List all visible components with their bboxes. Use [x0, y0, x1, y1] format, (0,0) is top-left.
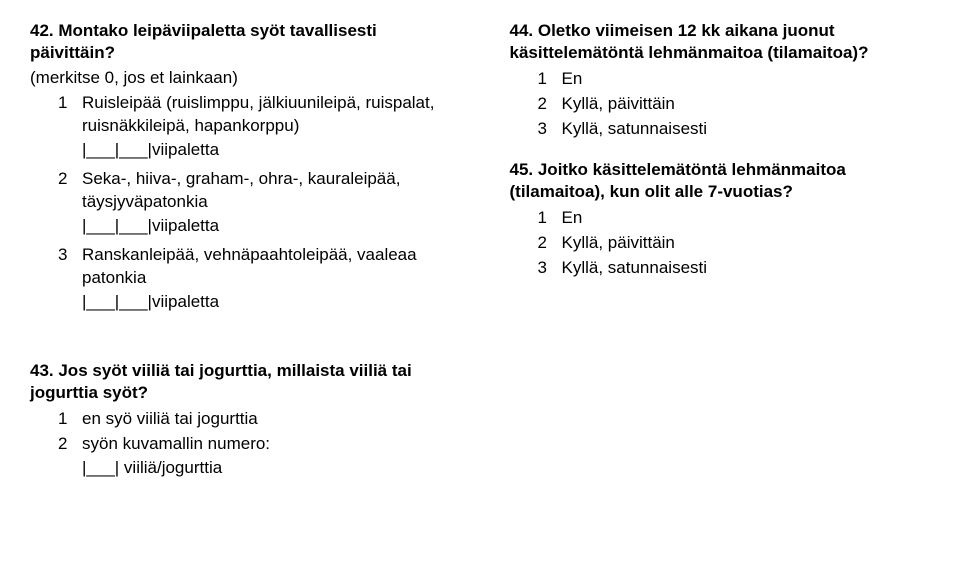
q43-opt-1: 1 en syö viiliä tai jogurttia	[58, 408, 470, 431]
option-text: Kyllä, päivittäin	[562, 232, 930, 255]
q42-fill-1: |___|___|viipaletta	[82, 140, 450, 160]
q43-opt-2: 2 syön kuvamallin numero:	[58, 433, 470, 456]
q42-options: 1 Ruisleipää (ruislimppu, jälkiuunileipä…	[58, 92, 450, 312]
q45-opt-1: 1 En	[538, 207, 930, 230]
question-44: 44. Oletko viimeisen 12 kk aikana juonut…	[510, 20, 930, 141]
question-42: 42. Montako leipäviipaletta syöt tavalli…	[30, 20, 450, 312]
q44-opt-2: 2 Kyllä, päivittäin	[538, 93, 930, 116]
q44-title: 44. Oletko viimeisen 12 kk aikana juonut…	[510, 20, 930, 64]
option-text: Seka-, hiiva-, graham-, ohra-, kauraleip…	[82, 168, 450, 214]
q42-title: 42. Montako leipäviipaletta syöt tavalli…	[30, 20, 450, 64]
option-number: 1	[538, 68, 562, 91]
q42-fill-3: |___|___|viipaletta	[82, 292, 450, 312]
option-number: 2	[538, 93, 562, 116]
columns: 42. Montako leipäviipaletta syöt tavalli…	[30, 20, 929, 330]
option-text: Ruisleipää (ruislimppu, jälkiuunileipä, …	[82, 92, 450, 138]
q42-note: (merkitse 0, jos et lainkaan)	[30, 68, 450, 88]
q43-fill: |___| viiliä/jogurttia	[82, 458, 470, 478]
option-number: 3	[538, 118, 562, 141]
q43-title: 43. Jos syöt viiliä tai jogurttia, milla…	[30, 360, 470, 404]
option-number: 1	[58, 92, 82, 115]
option-number: 2	[58, 433, 82, 456]
option-number: 3	[58, 244, 82, 267]
q44-opt-3: 3 Kyllä, satunnaisesti	[538, 118, 930, 141]
option-text: Kyllä, päivittäin	[562, 93, 930, 116]
option-number: 2	[58, 168, 82, 191]
question-45: 45. Joitko käsittelemätöntä lehmänmaitoa…	[510, 159, 930, 280]
q45-options: 1 En 2 Kyllä, päivittäin 3 Kyllä, satunn…	[538, 207, 930, 280]
q42-opt-3: 3 Ranskanleipää, vehnäpaahtoleipää, vaal…	[58, 244, 450, 290]
q44-opt-1: 1 En	[538, 68, 930, 91]
option-text: Kyllä, satunnaisesti	[562, 118, 930, 141]
q43-options: 1 en syö viiliä tai jogurttia 2 syön kuv…	[58, 408, 470, 478]
q45-title: 45. Joitko käsittelemätöntä lehmänmaitoa…	[510, 159, 930, 203]
right-column: 44. Oletko viimeisen 12 kk aikana juonut…	[510, 20, 930, 330]
option-number: 1	[58, 408, 82, 431]
option-text: En	[562, 68, 930, 91]
option-text: En	[562, 207, 930, 230]
q45-opt-3: 3 Kyllä, satunnaisesti	[538, 257, 930, 280]
q42-fill-2: |___|___|viipaletta	[82, 216, 450, 236]
option-text: syön kuvamallin numero:	[82, 433, 470, 456]
option-number: 2	[538, 232, 562, 255]
option-text: en syö viiliä tai jogurttia	[82, 408, 470, 431]
q44-options: 1 En 2 Kyllä, päivittäin 3 Kyllä, satunn…	[538, 68, 930, 141]
q42-opt-2: 2 Seka-, hiiva-, graham-, ohra-, kaurale…	[58, 168, 450, 214]
option-text: Ranskanleipää, vehnäpaahtoleipää, vaalea…	[82, 244, 450, 290]
q45-opt-2: 2 Kyllä, päivittäin	[538, 232, 930, 255]
left-column: 42. Montako leipäviipaletta syöt tavalli…	[30, 20, 450, 330]
q42-opt-1: 1 Ruisleipää (ruislimppu, jälkiuunileipä…	[58, 92, 450, 138]
option-number: 1	[538, 207, 562, 230]
option-text: Kyllä, satunnaisesti	[562, 257, 930, 280]
option-number: 3	[538, 257, 562, 280]
question-43: 43. Jos syöt viiliä tai jogurttia, milla…	[30, 360, 470, 478]
